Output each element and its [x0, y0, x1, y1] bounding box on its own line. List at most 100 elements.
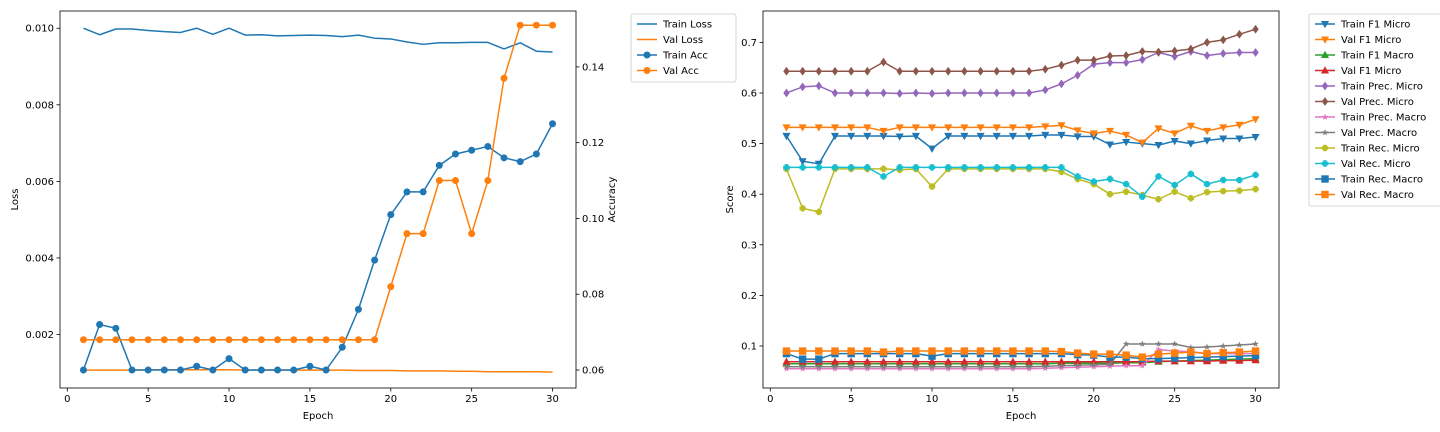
chart2-series-val-prec-macro-7-point [961, 363, 968, 370]
chart2-series-val-prec-macro-7 [783, 340, 1259, 370]
chart2-axes-frame [762, 10, 1280, 389]
chart2-legend: Train F1 Micro Val F1 Micro Train F1 Macro… [1308, 13, 1440, 207]
chart1-series-val-acc-3-point [290, 336, 298, 344]
chart2-legend-entry-val-prec-micro-5-label: Val Prec. Micro [1341, 97, 1414, 108]
chart2-series-val-rec-macro-11-point [1138, 353, 1147, 361]
chart1-series-train-acc-2-point [387, 211, 395, 219]
chart1-series-group [79, 21, 557, 374]
chart1-legend-entry-train-acc-2: Train Acc [637, 51, 708, 62]
chart2-series-val-f1-micro-1-point [976, 124, 985, 132]
chart2-series-val-prec-micro-5-point [1139, 47, 1146, 56]
chart1-series-val-acc-3-point [435, 177, 443, 185]
chart2-series-train-prec-macro-6-point [1074, 363, 1081, 371]
chart2-series-train-prec-macro-6-point [799, 365, 806, 372]
chart2-series-train-prec-micro-4-point [1220, 49, 1227, 58]
chart2-xtick-label: 20 [1087, 394, 1100, 405]
chart2-series-train-f1-micro-0-point [1186, 140, 1195, 148]
chart2-xtick-label: 15 [1007, 394, 1020, 405]
chart2-series-train-prec-micro-4-point [1009, 88, 1017, 98]
chart2-series-val-rec-micro-9-point [896, 164, 903, 171]
chart1-series-train-acc-2 [79, 120, 557, 374]
chart2-series-val-prec-macro-7-point [1171, 340, 1179, 347]
chart2-legend-entry-train-rec-micro-8-marker [1321, 144, 1329, 152]
chart2-series-val-prec-micro-5-point [1058, 60, 1065, 70]
chart2-series-train-prec-micro-4-point [912, 88, 920, 98]
chart2-series-train-prec-macro-6-point [944, 365, 952, 372]
chart1-ytick-label: 0.004 [25, 253, 54, 264]
chart1-series-val-acc-3-point [257, 336, 265, 344]
chart2-series-train-prec-micro-4-point [1203, 51, 1211, 60]
chart2-series-val-f1-micro-1-point [1008, 124, 1017, 132]
chart1-series-val-acc-3-point [516, 21, 524, 29]
chart1-series-train-acc-2-point [160, 366, 168, 374]
chart2-series-val-f1-micro-3-point [1219, 356, 1228, 364]
chart2-series-val-f1-micro-3 [782, 355, 1260, 365]
chart2-legend-entry-train-prec-macro-6: Train Prec. Macro [1315, 113, 1426, 124]
chart1-ytick-right-label: 0.12 [582, 138, 604, 149]
chart2-series-val-f1-micro-1-point [1057, 122, 1066, 130]
chart2-series-val-rec-macro-11-point [1219, 348, 1227, 357]
chart2-legend-entry-train-prec-macro-6-label: Train Prec. Macro [1340, 113, 1426, 124]
chart1-legend-entry-train-acc-2-label: Train Acc [662, 51, 708, 62]
chart2-series-val-rec-micro-9-point [1187, 170, 1195, 178]
chart1-series-train-loss-0 [83, 27, 553, 53]
chart2-series-train-f1-micro-0-point [976, 132, 985, 141]
chart2-series-val-rec-micro-9-point [1009, 164, 1017, 171]
chart2-series-val-rec-micro-9-point [831, 164, 839, 171]
chart1-series-val-acc-3-point [160, 336, 168, 344]
chart2-series-val-prec-macro-7-point [993, 363, 1001, 370]
chart2-legend-entry-train-f1-macro-2-marker [1320, 50, 1330, 59]
chart2-series-train-rec-macro-10-point [815, 355, 823, 363]
chart2-legend-entry-val-prec-macro-7-marker [1321, 128, 1329, 136]
chart2-series-train-rec-micro-8-point [928, 183, 936, 190]
chart1-legend-entry-val-loss-1: Val Loss [637, 35, 703, 46]
chart2-ytick-label: 0.1 [741, 341, 757, 352]
chart2-legend-entry-train-f1-micro-0: Train F1 Micro [1315, 20, 1410, 31]
chart1-series-val-acc-3-point [451, 177, 459, 185]
chart2-series-val-prec-macro-7-point [1203, 343, 1211, 350]
chart2-series-val-rec-macro-11-point [879, 348, 888, 356]
chart2-legend-entry-val-f1-micro-3: Val F1 Micro [1315, 66, 1401, 77]
chart2-series-train-f1-micro-0-point [911, 132, 920, 141]
chart1-ylabel-right: Accuracy [607, 177, 618, 223]
chart2-series-val-prec-micro-5-point [1236, 29, 1243, 39]
chart2-series-train-prec-micro-4-point [880, 88, 887, 98]
chart1-series-val-acc-3-point [403, 230, 411, 238]
chart2-series-val-rec-macro-11 [782, 347, 1260, 361]
chart2-series-train-prec-macro-6-point [880, 365, 887, 372]
chart2-series-train-rec-micro-8-point [1252, 185, 1259, 193]
chart1-series-val-acc-3-point [144, 336, 152, 344]
chart1-series-val-acc-3-point [225, 336, 233, 344]
chart2-series-train-prec-micro-4-point [1074, 70, 1081, 80]
chart1-series-val-acc-3 [79, 21, 557, 344]
chart2-series-train-prec-macro-6-point [896, 365, 904, 372]
chart2-series-train-prec-micro-4-point [864, 88, 871, 98]
chart2-ytick-label: 0.4 [741, 190, 757, 201]
chart1-series-train-acc-2-point [322, 366, 330, 374]
chart2-legend-entry-val-f1-micro-1-label: Val F1 Micro [1341, 35, 1401, 46]
chart2-series-val-rec-micro-9-point [961, 164, 968, 171]
chart2-series-val-prec-micro-5-point [1171, 46, 1178, 56]
chart2-series-train-prec-macro-6-point [1041, 364, 1049, 372]
chart2-series-train-prec-micro-4-point [1252, 48, 1259, 57]
chart2-legend-entry-val-rec-macro-11: Val Rec. Macro [1315, 190, 1414, 201]
chart1-series-train-acc-2-point [112, 324, 120, 332]
chart2-legend-entry-train-rec-macro-10-label: Train Rec. Macro [1340, 175, 1423, 186]
chart2-series-train-rec-micro-8-point [1106, 190, 1114, 198]
chart2-series-train-f1-micro-0-point [814, 160, 823, 169]
chart2-series-train-f1-micro-0-point [830, 132, 840, 141]
chart2-series-val-f1-micro-1-point [1122, 131, 1131, 140]
chart2-series-val-rec-macro-11-point [1170, 349, 1179, 357]
chart2-series-train-prec-macro-6-point [1058, 364, 1065, 371]
chart1-series-train-acc-2-point [549, 120, 557, 128]
chart1-series-train-acc-2-point [128, 366, 136, 374]
chart2-series-val-rec-micro-9-point [1025, 164, 1033, 171]
chart2-ytick-label: 0.7 [741, 38, 757, 49]
chart1-legend: Train Loss Val Loss Train Acc Val Acc [630, 13, 737, 83]
chart1-legend-entry-val-acc-3-label: Val Acc [663, 66, 699, 77]
chart2-series-val-rec-macro-11-point [1090, 350, 1098, 358]
chart2-series-val-f1-micro-1-point [992, 124, 1001, 132]
chart1-ytick-label: 0.010 [25, 24, 54, 35]
chart2-series-val-f1-micro-1-point [863, 124, 872, 132]
chart2-series-val-rec-macro-11-point [815, 347, 823, 355]
